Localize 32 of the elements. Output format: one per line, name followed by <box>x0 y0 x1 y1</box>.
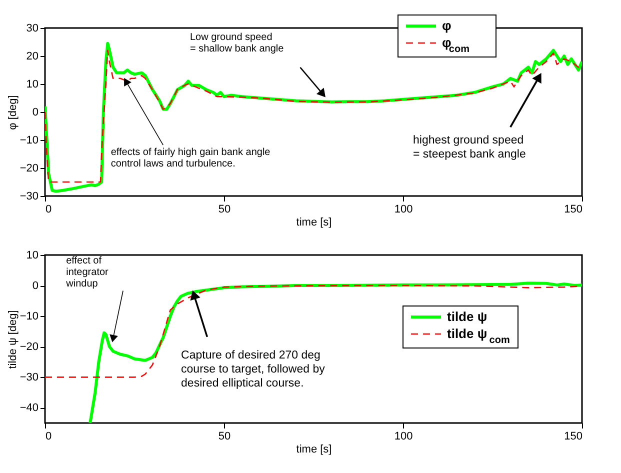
x-axis-title: time [s] <box>296 444 332 456</box>
legend-label: tilde ψ <box>447 309 488 324</box>
annotation: effects of fairly high gain bank angle control laws and turbulence. <box>110 147 271 170</box>
y-tick-label: 10 <box>26 78 38 90</box>
x-tick-label: 100 <box>394 430 413 442</box>
x-tick-label: 150 <box>564 430 582 442</box>
y-tick-label: −10 <box>20 134 38 146</box>
annotation: highest ground speed = steepest bank angle <box>413 134 526 160</box>
y-tick-label: −30 <box>20 372 38 384</box>
y-axis-title: φ [deg] <box>6 95 19 130</box>
y-tick-label: −30 <box>20 190 38 202</box>
y-tick-label: 10 <box>26 250 38 262</box>
y-tick-label: 30 <box>26 22 38 34</box>
y-axis-title: tilde ψ [deg] <box>6 310 19 369</box>
annotation: Low ground speed = shallow bank angle <box>190 32 284 55</box>
y-tick-label: 0 <box>32 106 38 118</box>
x-tick-label: 50 <box>218 430 231 442</box>
legend-label: φ <box>442 18 452 33</box>
x-axis-title: time [s] <box>296 216 332 228</box>
y-tick-label: −20 <box>20 162 38 174</box>
x-tick-label: 50 <box>218 204 231 216</box>
y-tick-label: −20 <box>20 341 38 354</box>
x-tick-label: 100 <box>394 204 413 216</box>
x-tick-label: 150 <box>564 204 582 216</box>
x-tick-label: 0 <box>46 430 52 442</box>
y-tick-label: 20 <box>26 50 38 62</box>
x-tick-label: 0 <box>46 204 52 216</box>
y-tick-label: −10 <box>20 310 38 323</box>
annotation: effect of integrator windup <box>65 256 110 290</box>
y-tick-label: 0 <box>32 280 38 292</box>
annotation: Capture of desired 270 deg course to target, followed by desired elliptical course. <box>181 350 326 390</box>
y-tick-label: −40 <box>20 402 38 414</box>
